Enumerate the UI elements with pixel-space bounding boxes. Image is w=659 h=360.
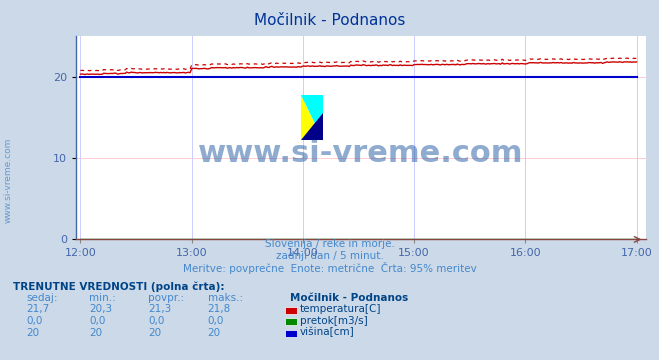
Text: min.:: min.: [89,293,116,303]
Text: maks.:: maks.: [208,293,243,303]
Text: zadnji dan / 5 minut.: zadnji dan / 5 minut. [275,251,384,261]
Text: Slovenija / reke in morje.: Slovenija / reke in morje. [264,239,395,249]
Text: pretok[m3/s]: pretok[m3/s] [300,316,368,326]
Text: 0,0: 0,0 [89,316,105,326]
Text: 20: 20 [208,328,221,338]
Polygon shape [301,95,323,140]
Text: Močilnik - Podnanos: Močilnik - Podnanos [290,293,408,303]
Text: 20: 20 [26,328,40,338]
Text: Meritve: povprečne  Enote: metrične  Črta: 95% meritev: Meritve: povprečne Enote: metrične Črta:… [183,262,476,274]
Text: temperatura[C]: temperatura[C] [300,305,382,315]
Text: 0,0: 0,0 [26,316,43,326]
Text: www.si-vreme.com: www.si-vreme.com [3,137,13,223]
Polygon shape [301,113,323,140]
Text: 21,8: 21,8 [208,305,231,315]
Text: 0,0: 0,0 [148,316,165,326]
Text: 20: 20 [89,328,102,338]
Text: sedaj:: sedaj: [26,293,58,303]
Text: povpr.:: povpr.: [148,293,185,303]
Text: Močilnik - Podnanos: Močilnik - Podnanos [254,13,405,28]
Text: 20: 20 [148,328,161,338]
Text: 0,0: 0,0 [208,316,224,326]
Text: 21,3: 21,3 [148,305,171,315]
Text: višina[cm]: višina[cm] [300,327,355,338]
Text: TRENUTNE VREDNOSTI (polna črta):: TRENUTNE VREDNOSTI (polna črta): [13,281,225,292]
Polygon shape [301,95,323,140]
Text: 21,7: 21,7 [26,305,49,315]
Text: 20,3: 20,3 [89,305,112,315]
Text: www.si-vreme.com: www.si-vreme.com [198,139,523,168]
